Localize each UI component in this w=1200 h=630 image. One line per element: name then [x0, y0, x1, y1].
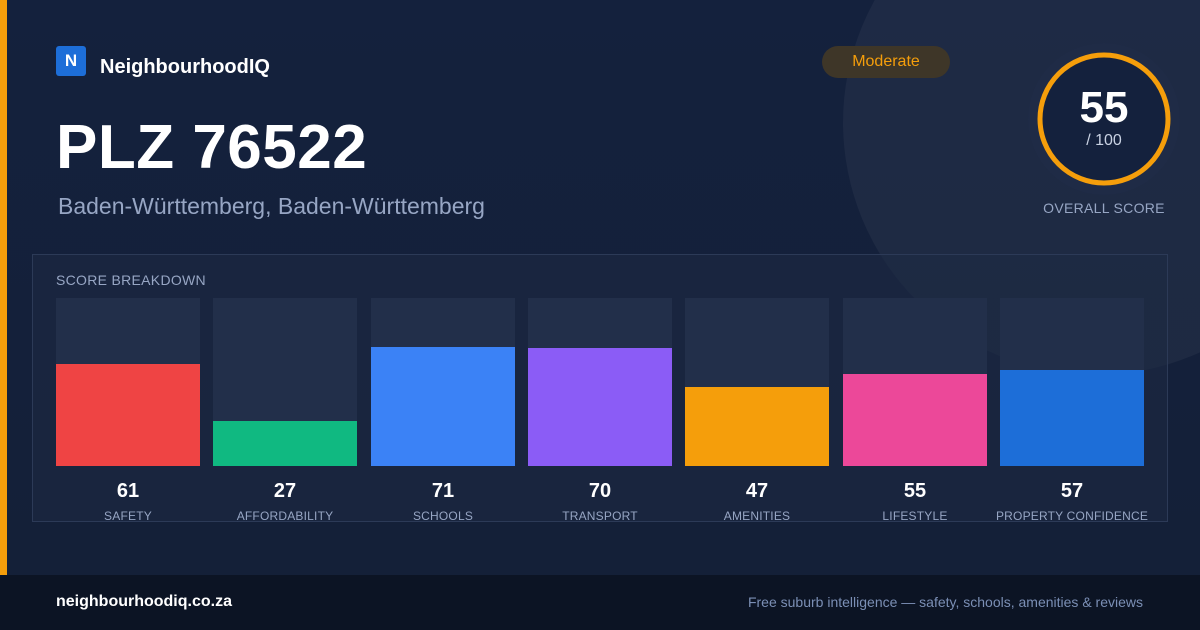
bar-fill — [685, 387, 829, 466]
bar-fill — [528, 348, 672, 466]
bar-track — [213, 298, 357, 466]
bar-track — [843, 298, 987, 466]
bar-fill — [371, 347, 515, 466]
bar-label: PROPERTY CONFIDENCE — [995, 509, 1149, 523]
bar-label: SAFETY — [104, 509, 152, 523]
overall-score-max: / 100 — [1086, 132, 1122, 149]
score-bar-lifestyle: 55 LIFESTYLE — [843, 298, 987, 528]
bar-track — [528, 298, 672, 466]
overall-score-caption: OVERALL SCORE — [1043, 200, 1165, 216]
footer-domain[interactable]: neighbourhoodiq.co.za — [56, 593, 232, 610]
page-title: PLZ 76522 — [56, 113, 368, 182]
bar-track — [1000, 298, 1144, 466]
overall-score-value: 55 — [1079, 83, 1129, 132]
bar-label: SCHOOLS — [412, 509, 474, 523]
bar-track — [685, 298, 829, 466]
brand-logo: N — [56, 46, 86, 76]
bar-value: 71 — [431, 480, 455, 502]
bar-value: 55 — [903, 480, 927, 502]
score-bar-property-confidence: 57 PROPERTY CONFIDENCE — [996, 298, 1148, 528]
score-bar-affordability: 27 AFFORDABILITY — [213, 298, 357, 528]
bar-label: TRANSPORT — [562, 509, 638, 523]
bar-track — [56, 298, 200, 466]
bar-label: AFFORDABILITY — [236, 509, 334, 523]
score-breakdown-title: SCORE BREAKDOWN — [56, 272, 206, 288]
bar-value: 47 — [745, 480, 769, 502]
bar-value: 70 — [588, 480, 612, 502]
bar-fill — [843, 374, 987, 466]
overall-score-ring — [1028, 43, 1180, 195]
bar-value: 57 — [1060, 480, 1084, 502]
score-bar-transport: 70 TRANSPORT — [528, 298, 672, 528]
score-bar-amenities: 47 AMENITIES — [685, 298, 829, 528]
footer: neighbourhoodiq.co.za Free suburb intell… — [0, 575, 1200, 630]
bar-value: 61 — [116, 480, 140, 502]
bar-fill — [213, 421, 357, 466]
bar-label: AMENITIES — [723, 509, 791, 523]
brand-name: NeighbourhoodIQ — [100, 56, 270, 78]
bar-label: LIFESTYLE — [882, 509, 948, 523]
score-ring-progress — [1037, 52, 1171, 186]
score-bar-safety: 61 SAFETY — [56, 298, 200, 528]
footer-tagline: Free suburb intelligence — safety, schoo… — [747, 594, 1143, 610]
accent-stripe — [0, 0, 7, 575]
rating-badge: Moderate — [822, 46, 950, 78]
bar-fill — [56, 364, 200, 466]
location-subtitle: Baden-Württemberg, Baden-Württemberg — [58, 193, 485, 219]
bar-value: 27 — [273, 480, 297, 502]
bar-fill — [1000, 370, 1144, 466]
score-bar-schools: 71 SCHOOLS — [371, 298, 515, 528]
bar-track — [371, 298, 515, 466]
